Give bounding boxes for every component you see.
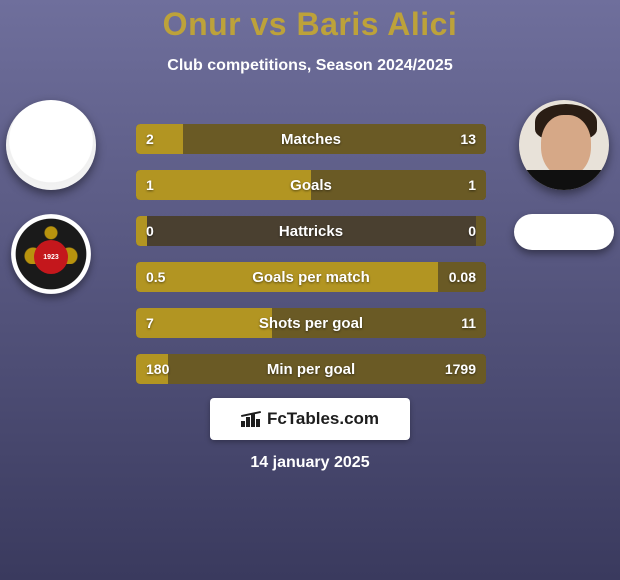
player-left-column: 1923 [6,100,96,294]
page-title: Onur vs Baris Alici [0,6,620,43]
stats-bars: 213Matches 11Goals 00Hattricks 0.50.08Goals… [136,124,486,400]
player-left-avatar [6,100,96,190]
stat-row: 213Matches [136,124,486,154]
stat-label: Goals per match [136,262,486,292]
player-right-club-badge [514,214,614,250]
stat-row: 711Shots per goal [136,308,486,338]
club-badge-center-icon: 1923 [34,240,68,274]
stat-row: 11Goals [136,170,486,200]
stat-label: Goals [136,170,486,200]
stat-row: 00Hattricks [136,216,486,246]
subtitle: Club competitions, Season 2024/2025 [0,57,620,75]
stat-row: 0.50.08Goals per match [136,262,486,292]
avatar-face-icon [541,115,591,177]
stat-label: Shots per goal [136,308,486,338]
fctables-logo-icon [241,411,261,427]
player-left-club-badge: 1923 [11,214,91,294]
branding-badge: FcTables.com [210,398,410,440]
player-right-column [514,100,614,250]
avatar-jersey-icon [519,170,609,190]
stat-label: Matches [136,124,486,154]
stat-label: Min per goal [136,354,486,384]
stat-row: 1801799Min per goal [136,354,486,384]
player-right-avatar [519,100,609,190]
branding-text: FcTables.com [267,409,379,429]
stat-label: Hattricks [136,216,486,246]
date-text: 14 january 2025 [0,454,620,472]
comparison-card: Onur vs Baris Alici Club competitions, S… [0,0,620,580]
